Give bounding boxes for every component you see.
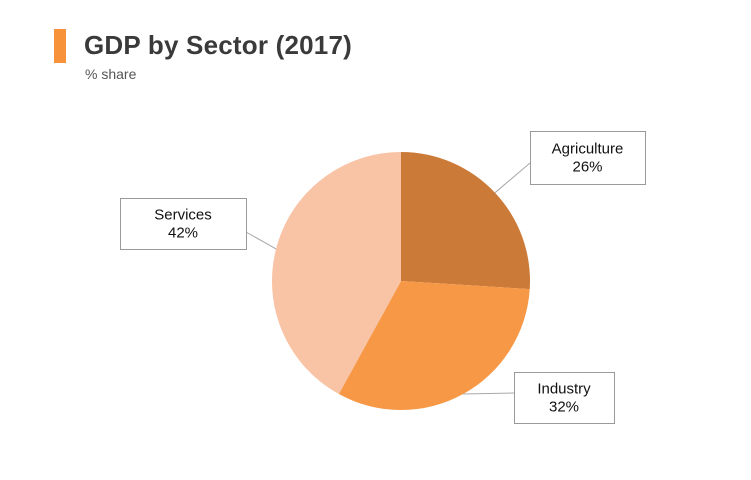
callout-box-agriculture [530, 131, 646, 185]
pie-slice-agriculture [401, 152, 530, 290]
leader-line-services [245, 231, 277, 250]
slice-value-industry: 32% [549, 399, 579, 416]
pie-slices [272, 152, 530, 410]
chart-subtitle: % share [85, 66, 137, 82]
leader-line-agriculture [494, 162, 531, 194]
leader-line-industry [463, 392, 515, 395]
callout-box-services [120, 198, 247, 250]
callout-box-industry [514, 372, 615, 424]
slice-label-agriculture: Agriculture [552, 141, 624, 158]
slice-label-services: Services [154, 207, 212, 224]
slice-value-services: 42% [168, 225, 198, 242]
title-accent-bar [54, 29, 66, 63]
chart-title: GDP by Sector (2017) [84, 30, 352, 60]
slice-value-agriculture: 26% [572, 159, 602, 176]
slice-label-industry: Industry [537, 381, 591, 398]
pie-slice-services [272, 152, 401, 395]
pie-slice-industry [338, 281, 530, 410]
